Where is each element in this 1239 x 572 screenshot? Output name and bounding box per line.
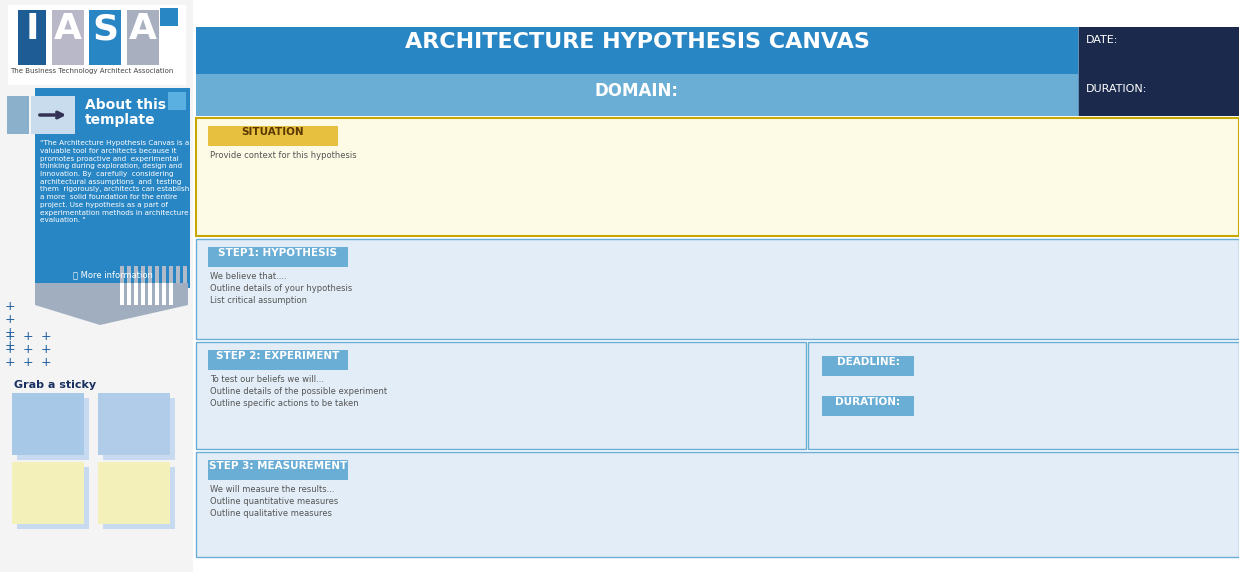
Bar	[162, 283, 166, 305]
Bar	[160, 8, 178, 26]
Text: We believe that....: We believe that....	[209, 272, 286, 281]
Bar	[120, 283, 124, 305]
Text: We will measure the results...: We will measure the results...	[209, 485, 335, 494]
Bar	[120, 266, 124, 286]
Bar	[196, 239, 1239, 339]
Bar	[196, 27, 1079, 74]
Text: To test our beliefs we will...: To test our beliefs we will...	[209, 375, 325, 384]
Text: template: template	[85, 113, 156, 127]
Text: STEP1: HYPOTHESIS: STEP1: HYPOTHESIS	[218, 248, 337, 258]
Bar	[128, 283, 131, 305]
Bar	[169, 283, 173, 305]
Text: Outline specific actions to be taken: Outline specific actions to be taken	[209, 399, 358, 408]
Text: The Business Technology Architect Association: The Business Technology Architect Associ…	[10, 68, 173, 74]
Bar	[196, 342, 807, 449]
Text: +: +	[5, 343, 15, 356]
Text: +: +	[5, 313, 15, 326]
Bar	[98, 393, 170, 455]
Bar	[196, 452, 1239, 557]
Text: STEP 2: EXPERIMENT: STEP 2: EXPERIMENT	[217, 351, 339, 361]
Text: +: +	[5, 356, 15, 369]
Text: DATE:: DATE:	[1087, 35, 1119, 45]
Text: Provide context for this hypothesis: Provide context for this hypothesis	[209, 151, 357, 160]
Text: +: +	[5, 339, 15, 352]
Text: +: +	[22, 356, 33, 369]
Text: I: I	[25, 12, 38, 46]
Bar	[196, 74, 1079, 116]
Bar	[98, 462, 170, 524]
Bar	[183, 266, 187, 286]
Bar	[208, 460, 348, 480]
Text: ARCHITECTURE HYPOTHESIS CANVAS: ARCHITECTURE HYPOTHESIS CANVAS	[405, 32, 870, 52]
Text: A: A	[129, 12, 157, 46]
Text: DEADLINE:: DEADLINE:	[836, 357, 900, 367]
Text: Outline details of the possible experiment: Outline details of the possible experime…	[209, 387, 387, 396]
Bar	[17, 467, 89, 529]
Bar	[35, 88, 190, 288]
Bar	[821, 396, 914, 416]
Text: +: +	[5, 300, 15, 313]
Text: A: A	[55, 12, 82, 46]
Bar	[176, 266, 180, 286]
Bar	[821, 356, 914, 376]
Text: ⓘ More information: ⓘ More information	[73, 270, 152, 279]
Text: STEP 3: MEASUREMENT: STEP 3: MEASUREMENT	[209, 461, 347, 471]
Text: Outline quantitative measures: Outline quantitative measures	[209, 497, 338, 506]
Bar	[141, 266, 145, 286]
Bar	[147, 266, 152, 286]
Bar	[7, 96, 28, 134]
Text: +: +	[41, 356, 51, 369]
Bar	[808, 342, 1239, 449]
Text: +: +	[5, 326, 15, 339]
Bar	[162, 266, 166, 286]
Text: Outline qualitative measures: Outline qualitative measures	[209, 509, 332, 518]
Text: About this: About this	[85, 98, 166, 112]
Text: DURATION:: DURATION:	[1087, 84, 1147, 94]
Text: Grab a sticky: Grab a sticky	[14, 380, 97, 390]
Bar	[134, 283, 138, 305]
Text: +: +	[41, 330, 51, 343]
Polygon shape	[35, 283, 188, 325]
Bar	[128, 266, 131, 286]
Bar	[169, 266, 173, 286]
Bar	[196, 118, 1239, 236]
Text: DOMAIN:: DOMAIN:	[595, 82, 679, 100]
Text: +: +	[22, 343, 33, 356]
Bar	[12, 393, 84, 455]
Text: Outline details of your hypothesis: Outline details of your hypothesis	[209, 284, 352, 293]
Bar	[17, 398, 89, 460]
Bar	[103, 467, 175, 529]
Bar	[147, 283, 152, 305]
Bar	[103, 398, 175, 460]
Bar	[89, 10, 121, 65]
Text: SITUATION: SITUATION	[242, 127, 305, 137]
Bar	[19, 10, 46, 65]
Text: List critical assumption: List critical assumption	[209, 296, 307, 305]
Text: +: +	[41, 343, 51, 356]
Bar	[1079, 74, 1239, 116]
Bar	[208, 126, 338, 146]
Bar	[141, 283, 145, 305]
Bar	[208, 247, 348, 267]
Bar	[12, 462, 84, 524]
Bar	[1079, 27, 1239, 74]
Text: S: S	[92, 12, 118, 46]
Bar	[169, 92, 186, 110]
Text: "The Architecture Hypothesis Canvas is a
valuable tool for architects because it: "The Architecture Hypothesis Canvas is a…	[40, 140, 190, 224]
Bar	[0, 0, 193, 572]
Bar	[208, 350, 348, 370]
Bar	[155, 283, 159, 305]
Bar	[134, 266, 138, 286]
Bar	[155, 266, 159, 286]
Text: +: +	[22, 330, 33, 343]
Text: DURATION:: DURATION:	[835, 397, 901, 407]
Bar	[7, 5, 186, 85]
Bar	[128, 10, 159, 65]
Text: +: +	[5, 330, 15, 343]
Bar	[31, 96, 76, 134]
Bar	[52, 10, 84, 65]
